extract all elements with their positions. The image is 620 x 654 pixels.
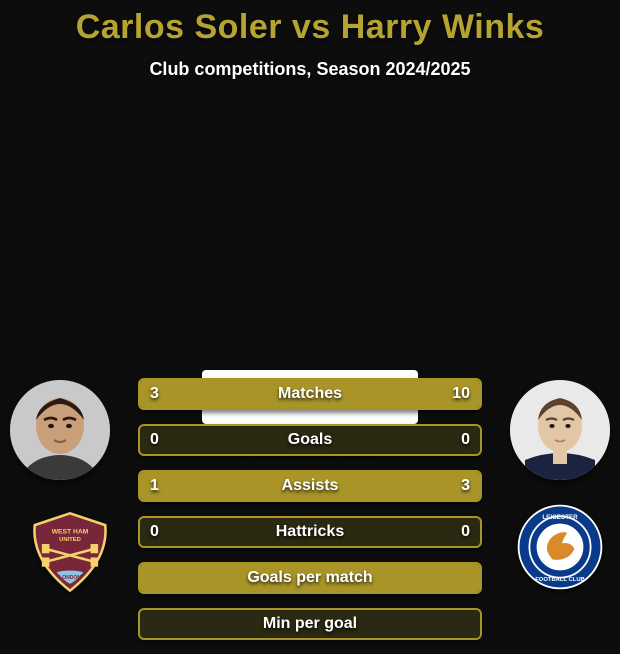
stat-label: Assists <box>140 472 480 500</box>
subtitle: Club competitions, Season 2024/2025 <box>0 59 620 80</box>
player-left-avatar <box>10 380 110 480</box>
stat-row: Min per goal <box>138 608 482 640</box>
comparison-panel: WEST HAM UNITED LONDON LEICESTER FOOTBAL… <box>0 370 620 459</box>
stat-row: Goals per match <box>138 562 482 594</box>
stat-bars: 3 Matches 10 0 Goals 0 1 Assists 3 0 Hat… <box>138 378 482 654</box>
stat-row: 3 Matches 10 <box>138 378 482 410</box>
stat-value-right <box>460 564 480 592</box>
stat-label: Min per goal <box>140 610 480 638</box>
svg-text:LEICESTER: LEICESTER <box>542 514 578 521</box>
stat-value-right <box>460 610 480 638</box>
svg-text:FOOTBALL CLUB: FOOTBALL CLUB <box>535 577 585 583</box>
stat-value-right: 3 <box>451 472 480 500</box>
stat-value-right: 10 <box>442 380 480 408</box>
svg-text:UNITED: UNITED <box>59 537 81 543</box>
player-right-avatar <box>510 380 610 480</box>
club-right-badge: LEICESTER FOOTBALL CLUB <box>510 505 610 589</box>
club-left-badge: WEST HAM UNITED LONDON <box>20 510 120 594</box>
stat-value-right: 0 <box>451 426 480 454</box>
stat-row: 0 Hattricks 0 <box>138 516 482 548</box>
stat-label: Matches <box>140 380 480 408</box>
stat-value-right: 0 <box>451 518 480 546</box>
stat-label: Goals <box>140 426 480 454</box>
svg-text:WEST HAM: WEST HAM <box>52 529 89 536</box>
stat-label: Hattricks <box>140 518 480 546</box>
stat-label: Goals per match <box>140 564 480 592</box>
page-title: Carlos Soler vs Harry Winks <box>0 0 620 47</box>
stat-row: 0 Goals 0 <box>138 424 482 456</box>
stat-row: 1 Assists 3 <box>138 470 482 502</box>
